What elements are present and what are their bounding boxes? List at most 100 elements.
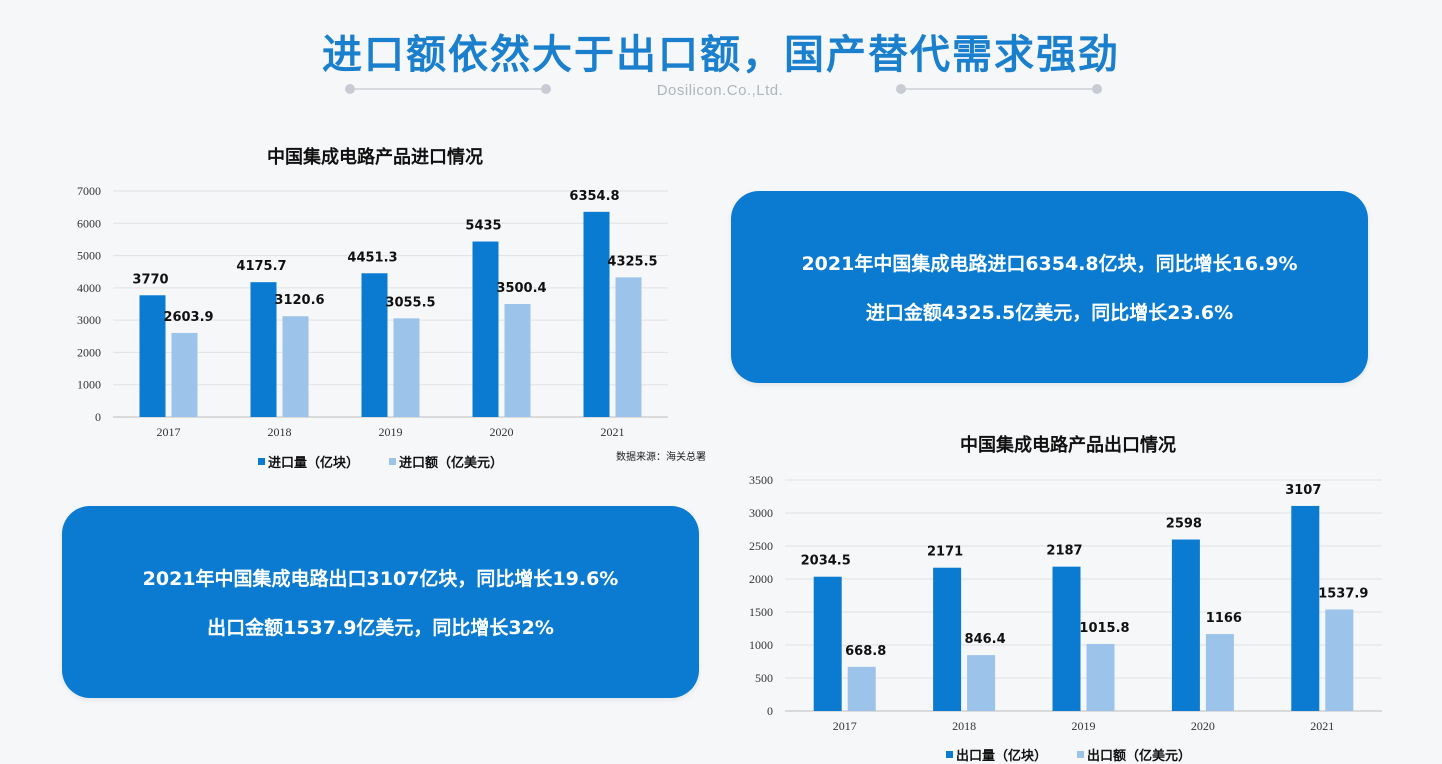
bar-value: [1325, 609, 1354, 711]
data-label: 1166: [1206, 611, 1242, 626]
x-tick-label: 2020: [1191, 719, 1215, 733]
y-tick-label: 3500: [749, 473, 773, 487]
bar-volume: [933, 567, 962, 711]
decorative-dot: [896, 84, 906, 94]
data-label: 668.8: [845, 644, 886, 659]
bar-volume: [1171, 539, 1200, 711]
x-tick-label: 2019: [379, 425, 403, 439]
export-summary-line1: 2021年中国集成电路出口3107亿块，同比增长19.6%: [142, 568, 619, 590]
y-tick-label: 5000: [77, 249, 101, 263]
bar-volume: [1291, 505, 1320, 711]
import-chart-title: 中国集成电路产品进口情况: [267, 147, 483, 168]
legend-label: 进口量（亿块）: [268, 456, 360, 471]
data-label: 4451.3: [347, 250, 397, 265]
y-tick-label: 3000: [77, 313, 101, 327]
bar-volume: [583, 211, 610, 417]
y-tick-label: 7000: [77, 184, 101, 198]
y-tick-label: 1000: [77, 378, 101, 392]
legend-item-export-value: 出口额（亿美元）: [1077, 745, 1191, 764]
y-tick-label: 1000: [749, 638, 773, 652]
bar-volume: [472, 241, 499, 417]
import-summary-line2: 进口金额4325.5亿美元，同比增长23.6%: [865, 302, 1234, 324]
y-tick-label: 6000: [77, 216, 101, 230]
legend-swatch-light: [1077, 751, 1085, 758]
y-tick-label: 2000: [77, 345, 101, 359]
data-label: 5435: [465, 219, 501, 234]
decorative-line: [355, 88, 545, 90]
data-label: 3770: [132, 272, 168, 287]
y-tick-label: 4000: [77, 281, 101, 295]
bar-value: [1086, 643, 1115, 711]
data-label: 2034.5: [801, 554, 851, 569]
data-label: 4325.5: [607, 254, 657, 269]
y-tick-label: 0: [767, 704, 773, 718]
data-label: 2598: [1166, 517, 1202, 532]
bar-volume: [1052, 566, 1081, 711]
y-tick-label: 2500: [749, 539, 773, 553]
data-label: 846.4: [965, 632, 1006, 647]
export-chart-legend: 出口量（亿块） 出口额（亿美元）: [946, 745, 1191, 764]
y-tick-label: 500: [755, 671, 773, 685]
data-label: 3107: [1285, 483, 1321, 498]
data-label: 6354.8: [569, 189, 619, 204]
decorative-dot: [345, 84, 355, 94]
import-summary-line1: 2021年中国集成电路进口6354.8亿块，同比增长16.9%: [801, 253, 1298, 275]
x-tick-label: 2018: [952, 719, 976, 733]
bar-volume: [361, 273, 388, 417]
x-tick-label: 2018: [268, 425, 292, 439]
x-tick-label: 2021: [601, 425, 625, 439]
legend-item-import-volume: 进口量（亿块）: [258, 452, 359, 471]
bar-value: [615, 277, 642, 417]
y-tick-label: 0: [95, 410, 101, 424]
company-subtitle: Dosilicon.Co.,Ltd.: [656, 82, 784, 99]
x-tick-label: 2017: [833, 719, 857, 733]
export-summary-line2: 出口金额1537.9亿美元，同比增长32%: [207, 617, 554, 639]
bar-volume: [139, 295, 166, 417]
x-tick-label: 2021: [1310, 719, 1334, 733]
bar-value: [967, 655, 996, 711]
decorative-dot: [1092, 84, 1102, 94]
bar-value: [504, 303, 531, 417]
bar-value: [847, 666, 876, 711]
bar-value: [393, 318, 420, 417]
decorative-line: [906, 88, 1096, 90]
legend-label: 进口额（亿美元）: [399, 456, 504, 471]
axis-group: 0 1000 2000 3000 4000 5000 6000 7000 2017 2018 201…: [77, 184, 668, 439]
decorative-dot: [541, 84, 551, 94]
data-label: 3500.4: [496, 281, 546, 296]
data-label: 3120.6: [274, 293, 324, 308]
import-chart-legend: 进口量（亿块） 进口额（亿美元）: [258, 452, 503, 471]
legend-swatch-dark: [258, 458, 265, 465]
data-label: 1015.8: [1079, 621, 1129, 636]
data-label: 2187: [1046, 544, 1082, 559]
data-source-note: 数据来源：海关总署: [616, 452, 706, 463]
page-title: 进口额依然大于出口额，国产替代需求强劲: [322, 32, 1120, 78]
data-label: 3055.5: [385, 295, 435, 310]
bar-value: [1205, 634, 1234, 711]
data-label: 2603.9: [163, 310, 213, 325]
x-tick-label: 2017: [157, 425, 181, 439]
export-summary-box: 2021年中国集成电路出口3107亿块，同比增长19.6% 出口金额1537.9…: [62, 506, 699, 698]
legend-swatch-dark: [946, 751, 953, 758]
legend-label: 出口额（亿美元）: [1087, 749, 1192, 764]
legend-label: 出口量（亿块）: [956, 749, 1048, 764]
bar-volume: [813, 576, 842, 711]
y-tick-label: 1500: [749, 605, 773, 619]
y-tick-label: 2000: [749, 572, 773, 586]
x-tick-label: 2020: [490, 425, 514, 439]
data-label: 2171: [927, 545, 963, 560]
legend-item-export-volume: 出口量（亿块）: [946, 745, 1047, 764]
x-tick-label: 2019: [1072, 719, 1096, 733]
import-summary-box: 2021年中国集成电路进口6354.8亿块，同比增长16.9% 进口金额4325…: [731, 191, 1368, 383]
bar-value: [171, 332, 198, 417]
bar-value: [282, 316, 309, 417]
data-label: 1537.9: [1318, 586, 1368, 601]
export-chart-title: 中国集成电路产品出口情况: [960, 435, 1176, 456]
y-tick-label: 3000: [749, 506, 773, 520]
data-label: 4175.7: [236, 259, 286, 274]
axis-group: 0 500 1000 1500 2000 2500 3000 3500 2017 2018 2019…: [749, 473, 1382, 733]
legend-item-import-value: 进口额（亿美元）: [389, 452, 503, 471]
bar-volume: [250, 282, 277, 417]
